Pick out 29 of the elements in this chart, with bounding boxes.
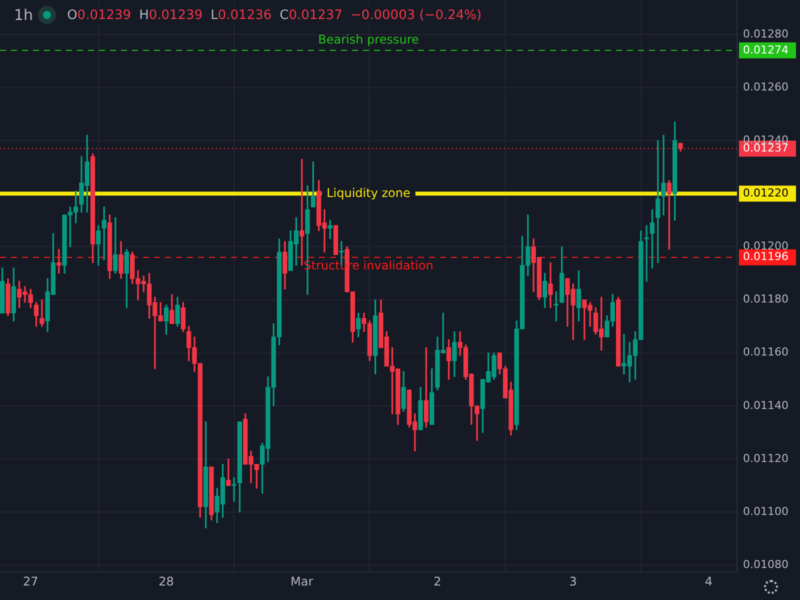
y-tick-label: 0.01200 — [743, 240, 788, 253]
y-tick-label: 0.01260 — [743, 80, 788, 94]
x-tick-label: 27 — [22, 574, 38, 588]
candlestick — [661, 134, 666, 216]
annotation: O0.01239 — [67, 8, 132, 22]
candlestick — [232, 477, 236, 502]
annotation: H0.01239 — [139, 8, 203, 22]
x-tick-label: 4 — [704, 574, 713, 588]
y-tick-label: 0.01160 — [743, 346, 788, 359]
x-tick-label: 3 — [569, 574, 577, 588]
y-tick-label: 0.01140 — [743, 398, 788, 412]
y-tick-label: 0.01180 — [743, 292, 788, 306]
y-tick-label: 0.01080 — [743, 558, 788, 571]
annotation: L0.01236 — [210, 8, 272, 22]
x-tick-label: 28 — [158, 574, 174, 588]
x-tick-label: 2 — [434, 574, 442, 588]
text: 1h — [14, 6, 34, 24]
y-tick-label: 0.01274 — [743, 43, 788, 56]
y-tick-label: 0.01100 — [743, 504, 788, 518]
candlestick — [102, 206, 106, 260]
ref-line-label: Liquidity zone — [326, 186, 410, 200]
ref-line-label: Bearish pressure — [318, 32, 419, 47]
annotation: −0.00003 (−0.24%) — [350, 8, 482, 22]
annotation: C0.01237 — [280, 8, 342, 22]
y-tick-label: 0.01196 — [743, 250, 788, 264]
y-tick-label: 0.01220 — [743, 186, 788, 200]
y-tick-label: 0.01120 — [743, 452, 788, 465]
y-tick-label: 0.01280 — [743, 27, 788, 40]
x-tick-label: Mar — [290, 574, 314, 588]
